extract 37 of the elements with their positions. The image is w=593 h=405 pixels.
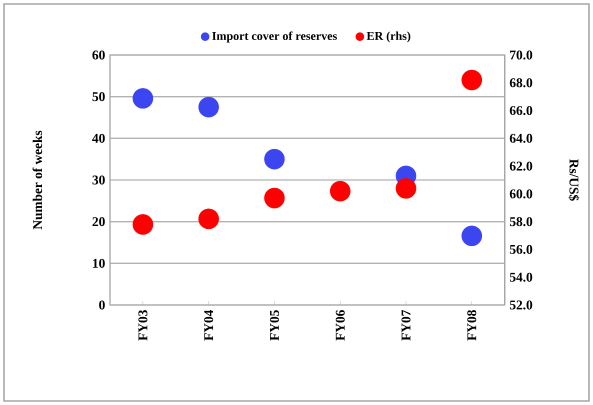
y-tick-label: 60 [92, 50, 105, 60]
y-tick-label: 40 [92, 134, 105, 143]
y2-tick-label: 62.0 [510, 162, 532, 171]
y2-tick-label: 70.0 [510, 50, 532, 60]
y2-tick-label: 52.0 [510, 300, 532, 310]
point [264, 188, 285, 208]
y2-tick-label: 64.0 [510, 134, 532, 143]
point [198, 208, 219, 230]
y2-tick-label: 66.0 [510, 106, 532, 116]
y-tick-label: 20 [92, 217, 105, 226]
y-tick-label: 30 [92, 176, 105, 184]
y2-tick-label: 68.0 [510, 78, 532, 88]
x-tick-label: FY04 [204, 310, 214, 341]
point [330, 180, 350, 202]
x-tick-label: FY06 [336, 310, 345, 341]
y2-tick-label: 56.0 [510, 244, 532, 254]
legend-label: Import cover of reserves [212, 31, 337, 42]
y2-axis-title: Rs/US$ [568, 159, 580, 201]
x-tick-label: FY03 [138, 310, 148, 341]
x-tick-label: FY05 [270, 310, 279, 341]
y-tick-label: 50 [92, 92, 105, 102]
y-tick-label: 0 [99, 300, 105, 310]
point [462, 70, 482, 90]
y-tick-label: 10 [93, 258, 105, 268]
y2-tick-label: 58.0 [510, 217, 532, 226]
point [462, 226, 482, 246]
point [132, 214, 154, 235]
point [132, 88, 154, 109]
legend-label: ER (rhs) [366, 32, 410, 42]
point [264, 148, 285, 170]
point [198, 96, 219, 118]
point [396, 178, 416, 199]
x-tick-label: FY08 [467, 310, 476, 341]
y2-tick-label: 54.0 [510, 272, 532, 282]
y-axis-title: Number of weeks [32, 130, 42, 230]
x-tick-label: FY07 [402, 310, 410, 341]
y2-tick-label: 60.0 [510, 189, 532, 198]
